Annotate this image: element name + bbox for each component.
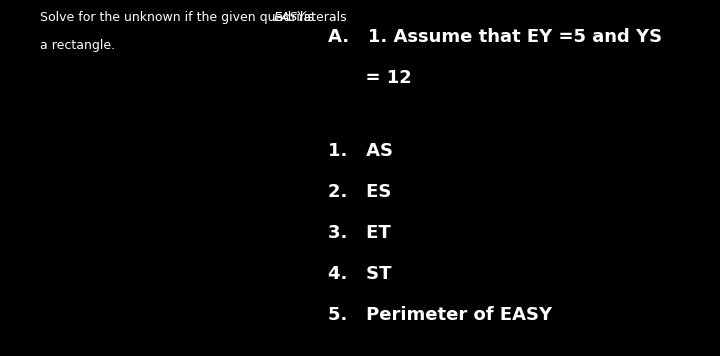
Text: Solve for the unknown if the given quadrilaterals: Solve for the unknown if the given quadr… — [40, 11, 350, 24]
Text: E: E — [65, 105, 74, 120]
Text: is: is — [300, 11, 314, 24]
Text: T: T — [184, 166, 192, 180]
Text: 5.   Perimeter of EASY: 5. Perimeter of EASY — [328, 306, 552, 324]
Text: Y: Y — [56, 230, 66, 245]
Text: 1.   AS: 1. AS — [328, 142, 392, 161]
Text: YS = 12.: YS = 12. — [163, 72, 213, 84]
Text: S: S — [275, 250, 284, 265]
Text: EASY: EASY — [274, 11, 305, 24]
Text: 2.   ES: 2. ES — [328, 183, 391, 201]
Text: 4.   ST: 4. ST — [328, 265, 391, 283]
Text: A.   1. Assume that EY =5 and YS: A. 1. Assume that EY =5 and YS — [328, 28, 662, 47]
Text: = 12: = 12 — [328, 69, 411, 88]
Text: A: A — [283, 125, 293, 140]
Text: 3.   ET: 3. ET — [328, 224, 390, 242]
Text: a rectangle.: a rectangle. — [40, 39, 114, 52]
